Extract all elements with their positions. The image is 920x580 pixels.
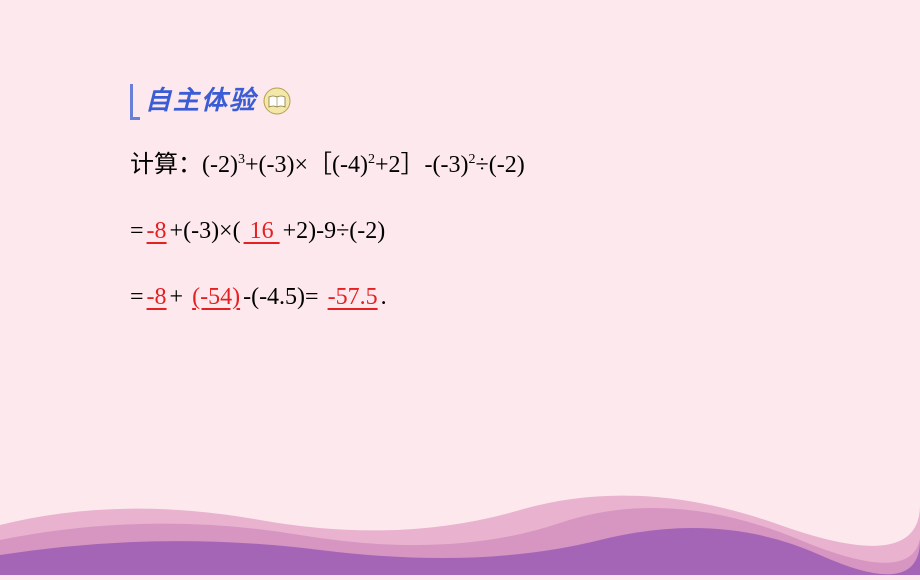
step2-answer-2: (-54) [189,284,243,310]
step2-answer-1: -8 [144,284,170,310]
problem-line: 计算：(-2)3+(-3)×［(-4)2+2］-(-3)2÷(-2) [130,147,790,183]
slide-content: 自主体验 计算：(-2)3+(-3)×［(-4)2+2］-(-3)2÷(-2) … [0,0,920,315]
step2-mid1: + [170,284,190,310]
step1-mid1: +(-3)×( [170,218,241,244]
step1-answer-2: 16 [241,218,283,244]
problem-text-2: +(-3)×［(-4) [245,152,368,178]
problem-text-4: ÷(-2) [476,152,525,178]
step2-line: =-8+ (-54)-(-4.5)= -57.5. [130,279,790,315]
exponent-2: 2 [368,152,375,167]
step2-mid2: -(-4.5)= [243,284,325,310]
header-title: 自主体验 [145,80,257,117]
problem-text-1: 计算：(-2) [130,152,238,178]
step2-answer-3: -57.5 [325,284,381,310]
step2-prefix: = [130,284,144,310]
step1-answer-1: -8 [144,218,170,244]
step1-mid2: +2)-9÷(-2) [283,218,386,244]
header-bracket-decoration [130,84,140,120]
exponent-1: 3 [238,152,245,167]
exponent-3: 2 [469,152,476,167]
wave-decoration [0,455,920,575]
book-icon [263,87,291,115]
section-header: 自主体验 [130,80,790,117]
step1-line: =-8+(-3)×( 16 +2)-9÷(-2) [130,213,790,249]
step1-prefix: = [130,218,144,244]
problem-text-3: +2］-(-3) [375,152,469,178]
step2-suffix: . [381,284,387,310]
